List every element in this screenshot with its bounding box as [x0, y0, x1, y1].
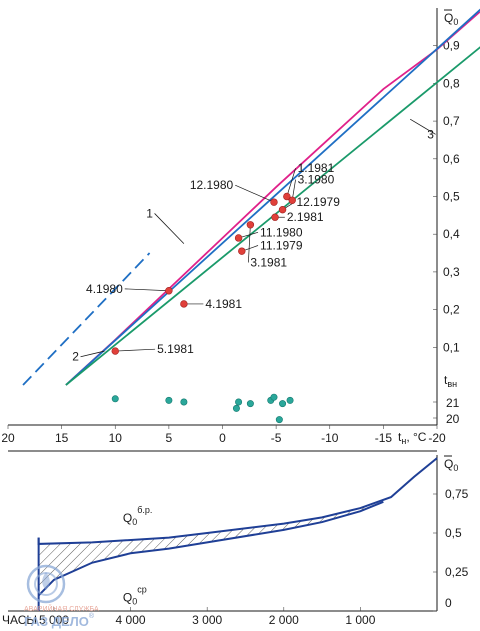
series-label-3: 3 — [427, 127, 434, 141]
top-x-tick-label: 5 — [166, 431, 173, 445]
top-x-tick-label: -5 — [271, 431, 282, 445]
tvn-tick-label: 21 — [446, 396, 460, 410]
tvn-axis-title: tвн — [444, 373, 457, 389]
series-label-leader — [409, 118, 436, 135]
bottom-x-tick-label: 2 000 — [269, 613, 299, 627]
tvn-point — [180, 398, 188, 406]
data-point — [111, 347, 119, 355]
top-y-tick-label: 0,8 — [443, 76, 460, 90]
bottom-x-tick-label: 3 000 — [192, 613, 222, 627]
gas-burner-icon — [26, 564, 66, 604]
curve-0 — [37, 457, 438, 545]
point-label: 11.1979 — [260, 239, 303, 253]
top-y-tick-label: 0,4 — [443, 227, 460, 241]
series-line-2 — [65, 8, 480, 386]
tvn-point — [275, 416, 283, 424]
tvn-tick-label: 20 — [446, 412, 460, 426]
bottom-y-tick-label: 0,5 — [445, 526, 462, 540]
tvn-point — [279, 400, 287, 408]
point-leader — [124, 288, 169, 292]
top-x-tick-label: 20 — [1, 431, 15, 445]
series-label-1: 1 — [146, 206, 153, 220]
top-x-tick-label: 15 — [55, 431, 69, 445]
curve-1 — [37, 500, 384, 597]
series-label-leader — [154, 213, 185, 244]
series-label-2: 2 — [72, 350, 79, 364]
series-line-1 — [65, 11, 480, 386]
tvn-point — [165, 396, 173, 404]
logo-line1: АВАРИЙНАЯ СЛУЖБА — [24, 606, 99, 613]
point-leader — [115, 348, 156, 352]
top-y-tick-label: 0,9 — [443, 39, 460, 53]
tvn-point — [111, 395, 119, 403]
tvn-point — [286, 396, 294, 404]
data-point — [234, 234, 243, 242]
top-x-tick-label: -20 — [428, 431, 446, 445]
logo-mark: ® — [88, 613, 95, 620]
point-label: 12.1980 — [190, 178, 234, 192]
point-label: 11.1980 — [260, 225, 303, 239]
top-x-title: tн, °C — [398, 430, 427, 446]
top-y-tick-label: 0,2 — [443, 303, 460, 317]
point-label: 5.1981 — [157, 342, 194, 356]
data-point — [283, 192, 291, 201]
bottom-x-title: ЧАСЫ — [2, 613, 37, 627]
tvn-point — [246, 400, 254, 408]
top-x-tick-label: -10 — [321, 431, 339, 445]
point-label: 1.1981 — [298, 161, 335, 175]
data-point — [165, 287, 173, 295]
top-x-tick-label: 10 — [109, 431, 123, 445]
data-point — [270, 198, 278, 206]
bottom-y-title: Q0 — [444, 457, 458, 473]
bottom-x-tick-label: 1 000 — [345, 613, 375, 627]
tvn-point — [235, 398, 243, 406]
bottom-y-tick-label: 0,75 — [445, 487, 469, 501]
point-label: 12.1979 — [297, 195, 341, 209]
bottom-y-tick-label: 0 — [445, 596, 452, 610]
point-leader — [286, 168, 296, 197]
point-label: 3.1980 — [298, 173, 335, 187]
series-dashed-2 — [22, 252, 151, 386]
hatched-area — [38, 501, 384, 596]
point-leader — [248, 224, 251, 263]
data-point — [271, 213, 279, 221]
tvn-point — [270, 393, 278, 401]
bottom-y-tick-label: 0,25 — [445, 565, 469, 579]
watermark-logo: АВАРИЙНАЯ СЛУЖБА ГАЗ ДЕЛО® — [22, 560, 132, 629]
top-y-tick-label: 0,7 — [443, 114, 460, 128]
top-y-tick-label: 0,6 — [443, 152, 460, 166]
point-leader — [235, 184, 275, 203]
top-x-tick-label: 0 — [219, 431, 226, 445]
bottom-x-tick-label: 4 000 — [116, 613, 146, 627]
top-y-tick-label: 0,1 — [443, 340, 460, 354]
data-point — [180, 300, 188, 308]
data-point — [278, 205, 287, 214]
data-point — [238, 247, 246, 255]
curve-label-1: Q0ср — [123, 585, 147, 607]
top-y-tick-label: 0,3 — [443, 265, 460, 279]
point-label: 2.1981 — [287, 210, 324, 224]
curve-label-0: Q0б.р. — [123, 505, 153, 527]
data-point — [246, 221, 255, 229]
top-y-tick-label: 0,5 — [443, 190, 460, 204]
data-point — [288, 196, 296, 204]
tvn-point — [232, 404, 240, 412]
point-label: 3.1981 — [250, 255, 287, 269]
top-x-tick-label: -15 — [375, 431, 393, 445]
point-label: 4.1981 — [205, 297, 242, 311]
point-label: 4.1980 — [86, 282, 123, 296]
bottom-x-tick-label: 5 000 — [39, 613, 69, 627]
series-label-leader — [80, 350, 105, 358]
top-y-title: Q0 — [444, 11, 458, 27]
logo-line2: ГАЗ ДЕЛО — [24, 614, 89, 629]
